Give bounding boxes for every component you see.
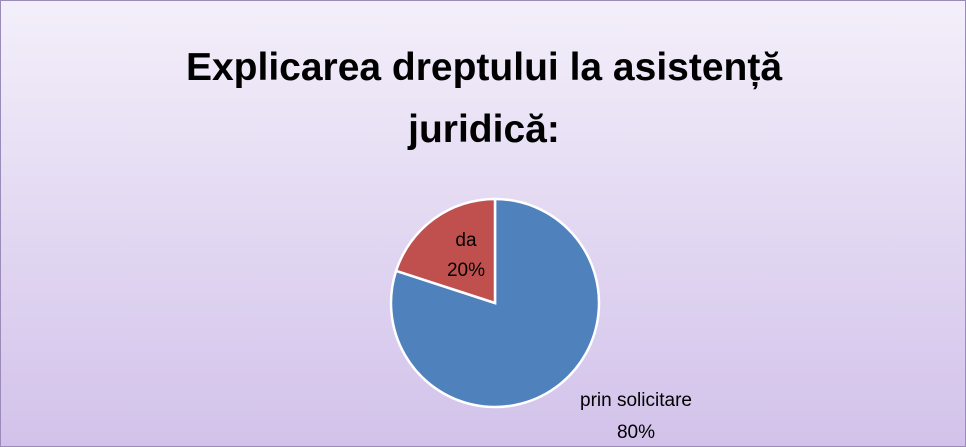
- slice-category-label: da: [455, 230, 477, 251]
- pie-slice: [394, 197, 497, 305]
- chart-title: Explicarea dreptului la asistență juridi…: [185, 46, 783, 151]
- slice-value-label: 80%: [617, 422, 655, 443]
- slice-category-label: prin solicitare: [580, 390, 692, 411]
- slice-value-label: 20%: [447, 260, 485, 281]
- pie-slice: [389, 197, 601, 409]
